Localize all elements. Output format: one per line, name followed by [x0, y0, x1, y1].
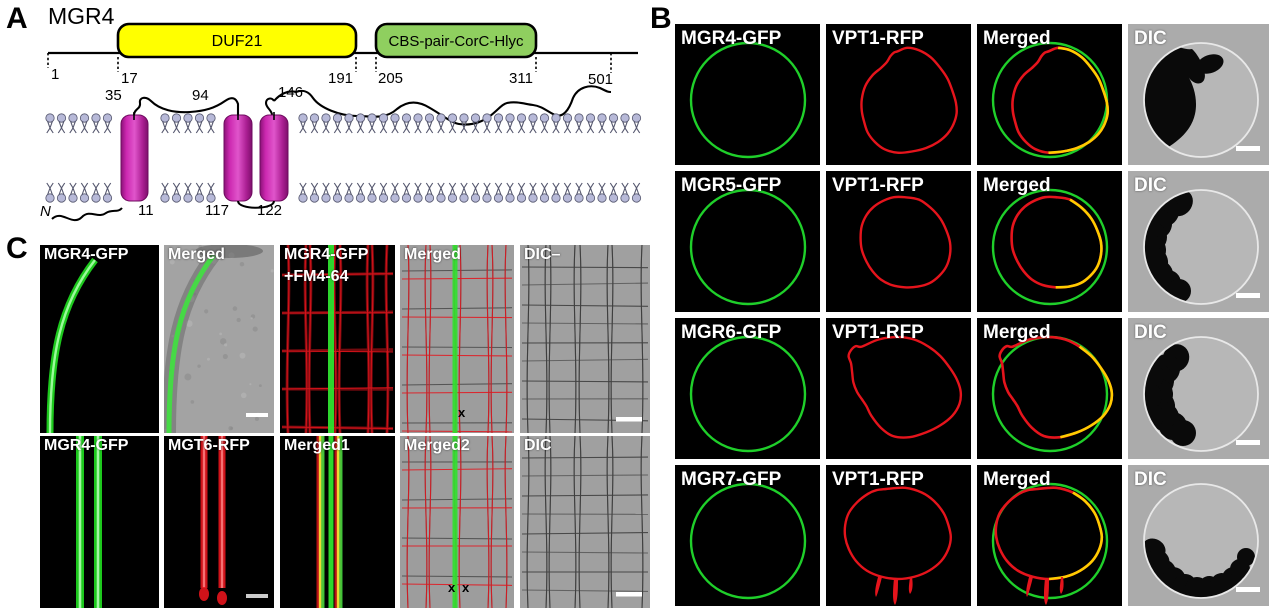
- svg-text:17: 17: [121, 70, 138, 87]
- svg-text:MGR4: MGR4: [48, 3, 115, 29]
- svg-text:35: 35: [105, 87, 122, 104]
- svg-text:DUF21: DUF21: [212, 33, 263, 50]
- svg-text:191: 191: [328, 70, 353, 87]
- svg-text:146: 146: [278, 84, 303, 101]
- svg-text:1: 1: [51, 66, 59, 83]
- svg-text:94: 94: [192, 87, 209, 104]
- svg-text:N: N: [40, 203, 51, 220]
- svg-text:311: 311: [509, 70, 533, 87]
- svg-text:117: 117: [205, 202, 229, 219]
- svg-text:11: 11: [138, 202, 154, 219]
- svg-text:205: 205: [378, 70, 403, 87]
- svg-text:122: 122: [257, 202, 282, 219]
- svg-text:CBS-pair-CorC-Hlyc: CBS-pair-CorC-Hlyc: [388, 33, 524, 50]
